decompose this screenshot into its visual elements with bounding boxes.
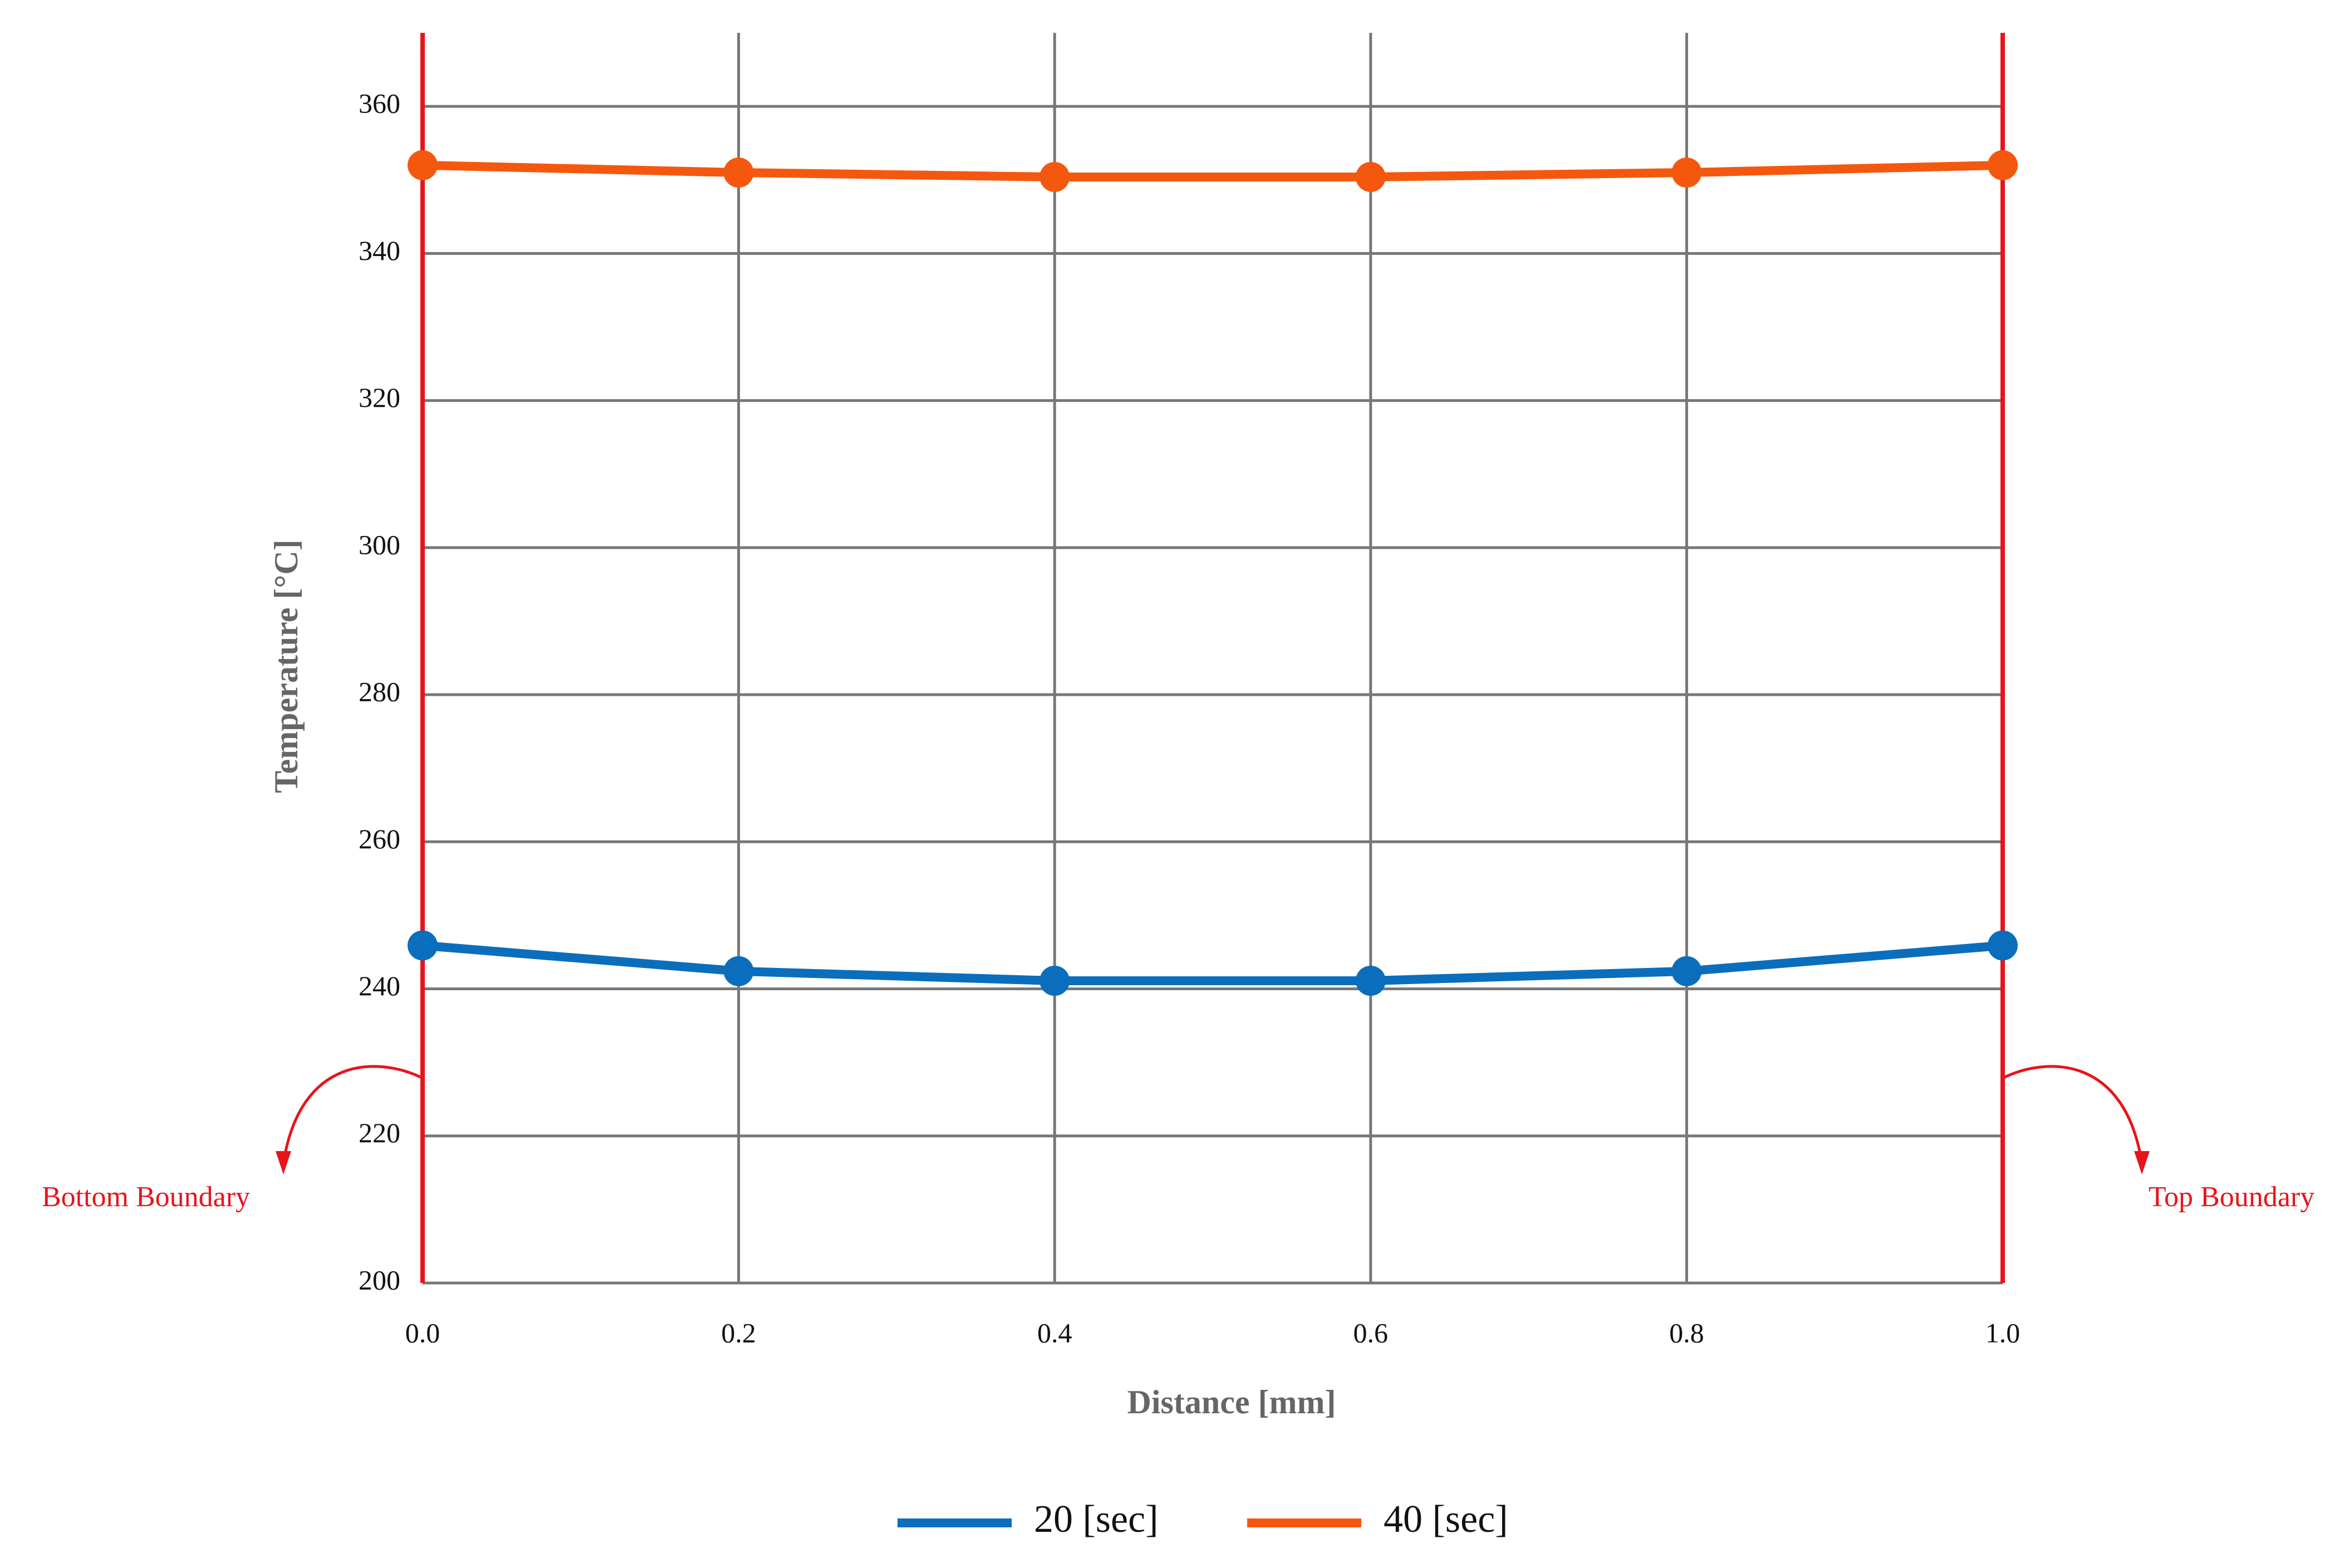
- y-axis-title: Temperature [°C]: [268, 539, 305, 793]
- data-point: [1039, 965, 1070, 996]
- data-point: [1355, 161, 1386, 192]
- annotation-arrow: [2002, 1065, 2144, 1164]
- data-point: [1671, 158, 1702, 188]
- x-tick-label: 0.0: [405, 1317, 440, 1348]
- annotation-arrowhead: [276, 1151, 291, 1174]
- x-tick-label: 1.0: [1985, 1317, 2021, 1348]
- annotation-arrow: [282, 1065, 424, 1164]
- y-tick-label: 220: [359, 1117, 400, 1148]
- data-point: [408, 150, 438, 180]
- y-tick-label: 280: [359, 676, 400, 707]
- data-point: [723, 158, 754, 188]
- x-axis-title: Distance [mm]: [1127, 1384, 1336, 1420]
- annotation-label: Bottom Boundary: [42, 1181, 250, 1213]
- data-point: [723, 956, 754, 986]
- x-tick-label: 0.2: [721, 1317, 756, 1348]
- y-tick-label: 240: [359, 970, 400, 1001]
- y-tick-label: 300: [359, 529, 400, 560]
- y-tick-label: 340: [359, 235, 400, 266]
- y-tick-label: 260: [359, 823, 400, 854]
- y-tick-label: 360: [359, 88, 400, 119]
- data-point: [1671, 956, 1702, 986]
- series-line: [422, 160, 2003, 181]
- data-point: [1355, 965, 1386, 996]
- legend-label: 20 [sec]: [1034, 1498, 1159, 1541]
- x-tick-label: 0.4: [1037, 1317, 1072, 1348]
- annotation-arrowhead: [2134, 1151, 2150, 1174]
- x-tick-label: 0.6: [1354, 1317, 1389, 1348]
- data-point: [1988, 150, 2018, 180]
- y-tick-label: 200: [359, 1264, 400, 1295]
- x-tick-label: 0.8: [1669, 1317, 1704, 1348]
- annotation-label: Top Boundary: [2149, 1181, 2314, 1213]
- data-point: [1039, 161, 1070, 192]
- legend-label: 40 [sec]: [1384, 1498, 1508, 1541]
- data-point: [1988, 930, 2018, 961]
- data-point: [408, 930, 438, 961]
- series-line: [422, 941, 2003, 985]
- y-tick-label: 320: [359, 382, 400, 413]
